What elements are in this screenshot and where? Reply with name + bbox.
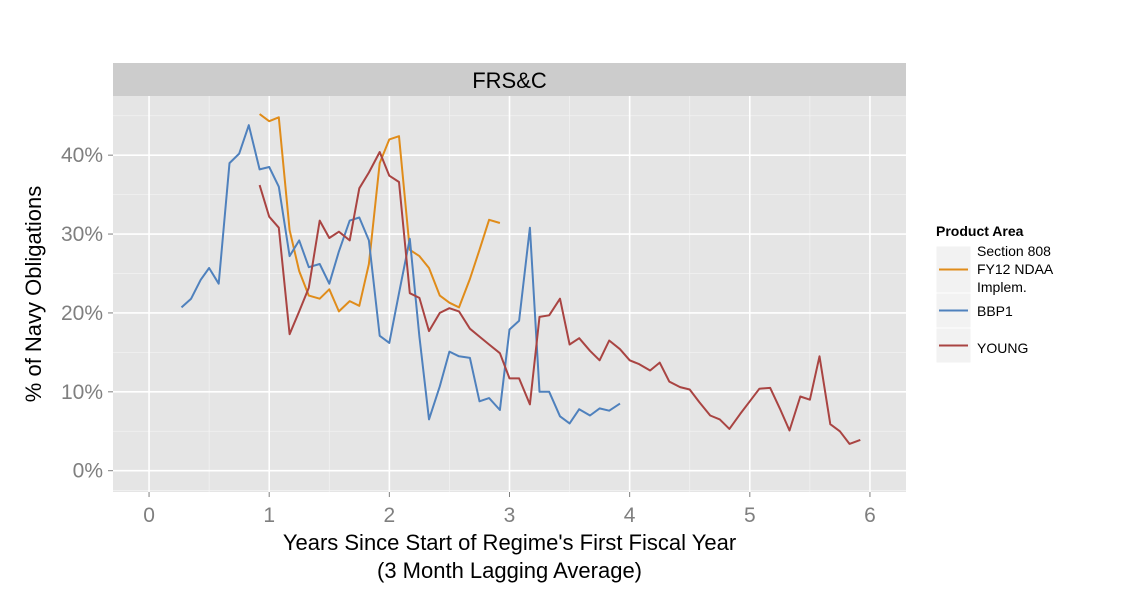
legend-label: BBP1 bbox=[977, 303, 1013, 319]
legend-label: YOUNG bbox=[977, 340, 1028, 356]
legend-label: Section 808 bbox=[977, 243, 1051, 259]
legend: Product Area Section 808 FY12 NDAA Implem.… bbox=[935, 223, 1054, 364]
y-tick-label: 30% bbox=[61, 223, 103, 246]
x-axis-title-line1: Years Since Start of Regime's First Fisc… bbox=[283, 530, 736, 555]
y-tick-label: 20% bbox=[61, 302, 103, 325]
x-tick-label: 4 bbox=[624, 504, 636, 527]
y-axis: 0% 10% 20% 30% 40% bbox=[61, 144, 113, 483]
x-tick-label: 3 bbox=[504, 504, 516, 527]
series-lines bbox=[180, 113, 861, 445]
x-axis: 0 1 2 3 4 5 6 bbox=[143, 492, 876, 527]
series-line-young bbox=[258, 151, 861, 445]
x-axis-title-line2: (3 Month Lagging Average) bbox=[377, 558, 642, 583]
series-line-section-808-fy12-ndaa-implem bbox=[259, 113, 501, 313]
facet-strip bbox=[113, 63, 906, 96]
x-tick-label: 2 bbox=[384, 504, 396, 527]
series-line-bbp1 bbox=[180, 124, 621, 425]
x-tick-label: 5 bbox=[744, 504, 756, 527]
legend-label: FY12 NDAA bbox=[977, 261, 1054, 277]
legend-label: Implem. bbox=[977, 279, 1027, 295]
major-gridlines bbox=[113, 96, 906, 492]
x-tick-label: 6 bbox=[864, 504, 876, 527]
y-tick-label: 10% bbox=[61, 381, 103, 404]
y-tick-label: 0% bbox=[73, 460, 103, 483]
facet-strip-label: FRS&C bbox=[472, 68, 547, 93]
x-tick-label: 0 bbox=[143, 504, 155, 527]
legend-title: Product Area bbox=[936, 223, 1024, 239]
y-axis-title: % of Navy Obligations bbox=[21, 186, 46, 402]
x-tick-label: 1 bbox=[263, 504, 275, 527]
y-tick-label: 40% bbox=[61, 144, 103, 167]
